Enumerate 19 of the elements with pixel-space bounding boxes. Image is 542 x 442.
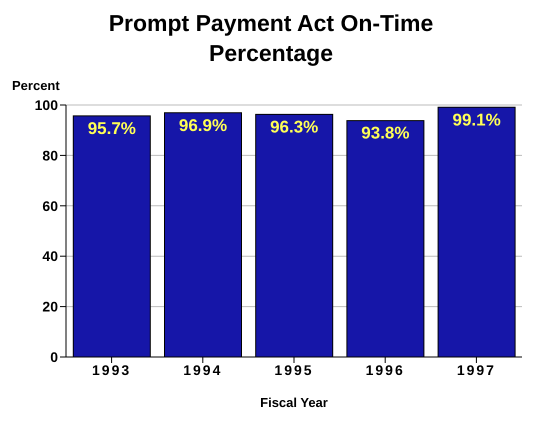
- y-tick-label: 60: [42, 198, 58, 214]
- y-tick-label: 80: [42, 147, 58, 164]
- data-label: 96.3%: [270, 117, 318, 136]
- data-label: 96.9%: [178, 116, 228, 135]
- x-tick-label: 1993: [92, 362, 132, 378]
- chart-title: Prompt Payment Act On-Time Percentage: [108, 9, 434, 68]
- y-axis-title: Percent: [12, 78, 61, 93]
- y-tick-label: 100: [34, 96, 58, 113]
- x-tick-label: 1997: [456, 362, 496, 378]
- y-tick-label: 40: [42, 248, 58, 264]
- data-label: 99.1%: [452, 110, 501, 130]
- y-tick-label: 0: [50, 348, 58, 365]
- x-tick-label: 1995: [274, 362, 314, 378]
- x-tick-label: 1996: [366, 362, 405, 378]
- data-label: 93.8%: [361, 124, 410, 143]
- data-label: 95.7%: [88, 118, 136, 138]
- y-tick-label: 20: [42, 298, 58, 315]
- x-tick-label: 1994: [183, 362, 222, 378]
- x-axis-title: Fiscal Year: [260, 395, 328, 410]
